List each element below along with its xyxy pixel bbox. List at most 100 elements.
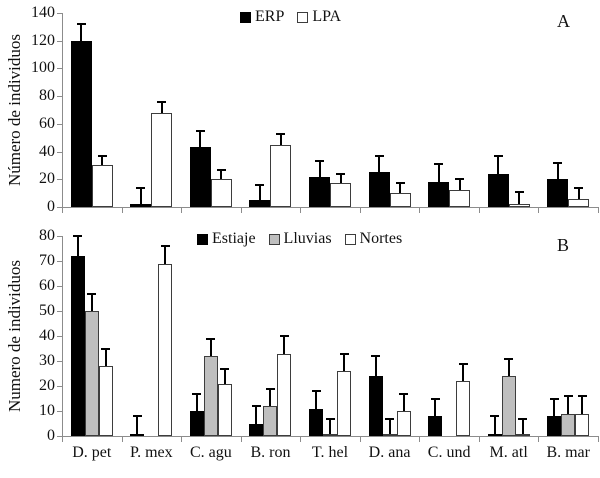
panel-b-x-tick <box>62 437 63 442</box>
panel-a-x-axis-line <box>62 207 599 208</box>
panel-b-x-tick <box>121 437 123 442</box>
error-bar-cap-erp-c-und <box>434 163 444 166</box>
panel-b-y-tick <box>57 261 62 262</box>
panel-b-x-tick <box>300 437 302 442</box>
error-bar-cap-erp-b-mar <box>553 161 563 164</box>
error-bar-erp-c-und <box>437 164 440 183</box>
error-bar-lluvias-c-agu <box>209 338 212 356</box>
error-bar-lluvias-t-hel <box>329 418 331 434</box>
panel-a-legend: ERP LPA <box>240 9 341 25</box>
panel-a-x-tick <box>598 208 599 213</box>
error-bar-nortes-b-ron <box>283 336 286 354</box>
error-bar-cap-erp-d-ana <box>374 154 384 157</box>
legend-item-lluvias: Lluvias <box>268 231 332 247</box>
panel-b-x-tick <box>598 437 599 442</box>
bar-lpa-t-hel <box>330 183 351 207</box>
error-bar-lpa-t-hel <box>339 173 342 184</box>
error-bar-cap-nortes-c-und <box>458 362 468 365</box>
bar-nortes-d-ana <box>396 411 411 436</box>
panel-a-y-tick <box>57 179 62 181</box>
error-bar-cap-lluvias-m-atl <box>504 357 514 360</box>
panel-a-y-tick-label: 80 <box>39 87 55 105</box>
panel-a-y-tick <box>57 151 62 153</box>
panel-b-y-tick-label: 70 <box>39 252 55 269</box>
error-bar-erp-t-hel <box>318 161 321 177</box>
panel-a-x-tick <box>419 208 421 213</box>
error-bar-cap-estiaje-d-pet <box>73 235 83 237</box>
error-bar-cap-nortes-d-ana <box>399 392 409 395</box>
legend-item-lpa: LPA <box>297 9 341 25</box>
bar-lluvias-d-ana <box>382 433 397 436</box>
bar-lluvias-b-mar <box>561 413 576 436</box>
error-bar-cap-erp-b-ron <box>255 183 265 186</box>
panel-b-y-tick <box>57 386 62 387</box>
error-bar-lpa-b-mar <box>577 187 580 199</box>
error-bar-cap-lpa-t-hel <box>336 172 345 175</box>
panel-b-y-tick <box>57 286 62 287</box>
bar-nortes-m-atl <box>515 433 530 436</box>
error-bar-cap-nortes-m-atl <box>518 417 528 420</box>
error-bar-estiaje-d-ana <box>374 356 377 376</box>
panel-b-y-tick <box>57 411 62 412</box>
panel-b-x-tick <box>240 437 242 442</box>
error-bar-cap-nortes-b-mar <box>577 395 587 397</box>
panel-b-x-tick <box>538 437 540 442</box>
panel-a-y-tick <box>57 207 62 208</box>
error-bar-erp-d-pet <box>80 24 83 41</box>
panel-b-y-tick <box>57 436 62 437</box>
panel-b-x-tick <box>359 437 361 442</box>
panel-a-y-tick-label: 60 <box>39 114 55 132</box>
panel-a-y-tick <box>57 13 62 14</box>
panel-b-y-tick-label: 10 <box>39 402 55 419</box>
error-bar-erp-p-mex <box>139 187 142 205</box>
bar-lluvias-c-agu <box>203 356 218 436</box>
error-bar-cap-estiaje-p-mex <box>132 415 142 417</box>
x-category-label-b-mar: B. mar <box>546 444 590 461</box>
legend-label-estiaje: Estiaje <box>212 230 256 247</box>
bar-erp-c-und <box>428 182 450 207</box>
panel-b-y-axis-line <box>62 236 63 437</box>
bar-nortes-b-mar <box>575 413 590 436</box>
bar-nortes-t-hel <box>337 371 351 436</box>
bar-lpa-c-agu <box>210 179 232 207</box>
legend-item-estiaje: Estiaje <box>197 231 256 247</box>
x-category-label-c-und: C. und <box>427 444 471 461</box>
error-bar-lpa-m-atl <box>518 191 521 205</box>
bar-estiaje-c-agu <box>189 411 204 436</box>
error-bar-cap-erp-d-pet <box>76 23 86 26</box>
error-bar-lpa-c-und <box>458 179 461 191</box>
error-bar-nortes-m-atl <box>521 418 524 434</box>
error-bar-nortes-t-hel <box>343 353 345 371</box>
panel-a-x-tick <box>121 208 123 213</box>
error-bar-nortes-b-mar <box>581 396 584 414</box>
error-bar-cap-lluvias-t-hel <box>325 417 335 420</box>
bar-erp-d-pet <box>70 40 92 207</box>
bar-estiaje-d-ana <box>368 376 383 436</box>
error-bar-lpa-p-mex <box>160 101 163 113</box>
panel-a-y-tick <box>57 96 62 98</box>
error-bar-nortes-p-mex <box>164 246 167 264</box>
panel-a-y-tick-label: 120 <box>31 31 55 49</box>
legend-item-nortes: Nortes <box>344 231 402 247</box>
error-bar-lluvias-b-ron <box>269 388 272 406</box>
bar-estiaje-d-pet <box>70 256 85 436</box>
panel-a-letter: A <box>557 11 570 31</box>
panel-a-x-tick <box>359 208 361 213</box>
panel-b-x-tick <box>478 437 480 442</box>
error-bar-erp-b-mar <box>556 162 559 180</box>
bar-nortes-d-pet <box>98 366 113 436</box>
bar-estiaje-b-mar <box>547 416 562 436</box>
bar-nortes-c-und <box>456 381 471 436</box>
error-bar-erp-b-ron <box>258 184 261 201</box>
panel-b-y-tick <box>57 361 62 362</box>
error-bar-cap-lluvias-d-pet <box>87 292 97 295</box>
bar-estiaje-p-mex <box>130 433 145 436</box>
error-bar-erp-c-agu <box>199 130 202 148</box>
x-category-label-d-pet: D. pet <box>72 444 112 461</box>
error-bar-lluvias-m-atl <box>507 358 510 376</box>
error-bar-lluvias-d-ana <box>388 418 391 434</box>
bar-lluvias-d-pet <box>84 311 99 436</box>
error-bar-cap-lpa-b-mar <box>574 186 584 189</box>
x-category-label-c-agu: C. agu <box>189 444 232 461</box>
panel-b-y-tick <box>57 336 62 337</box>
